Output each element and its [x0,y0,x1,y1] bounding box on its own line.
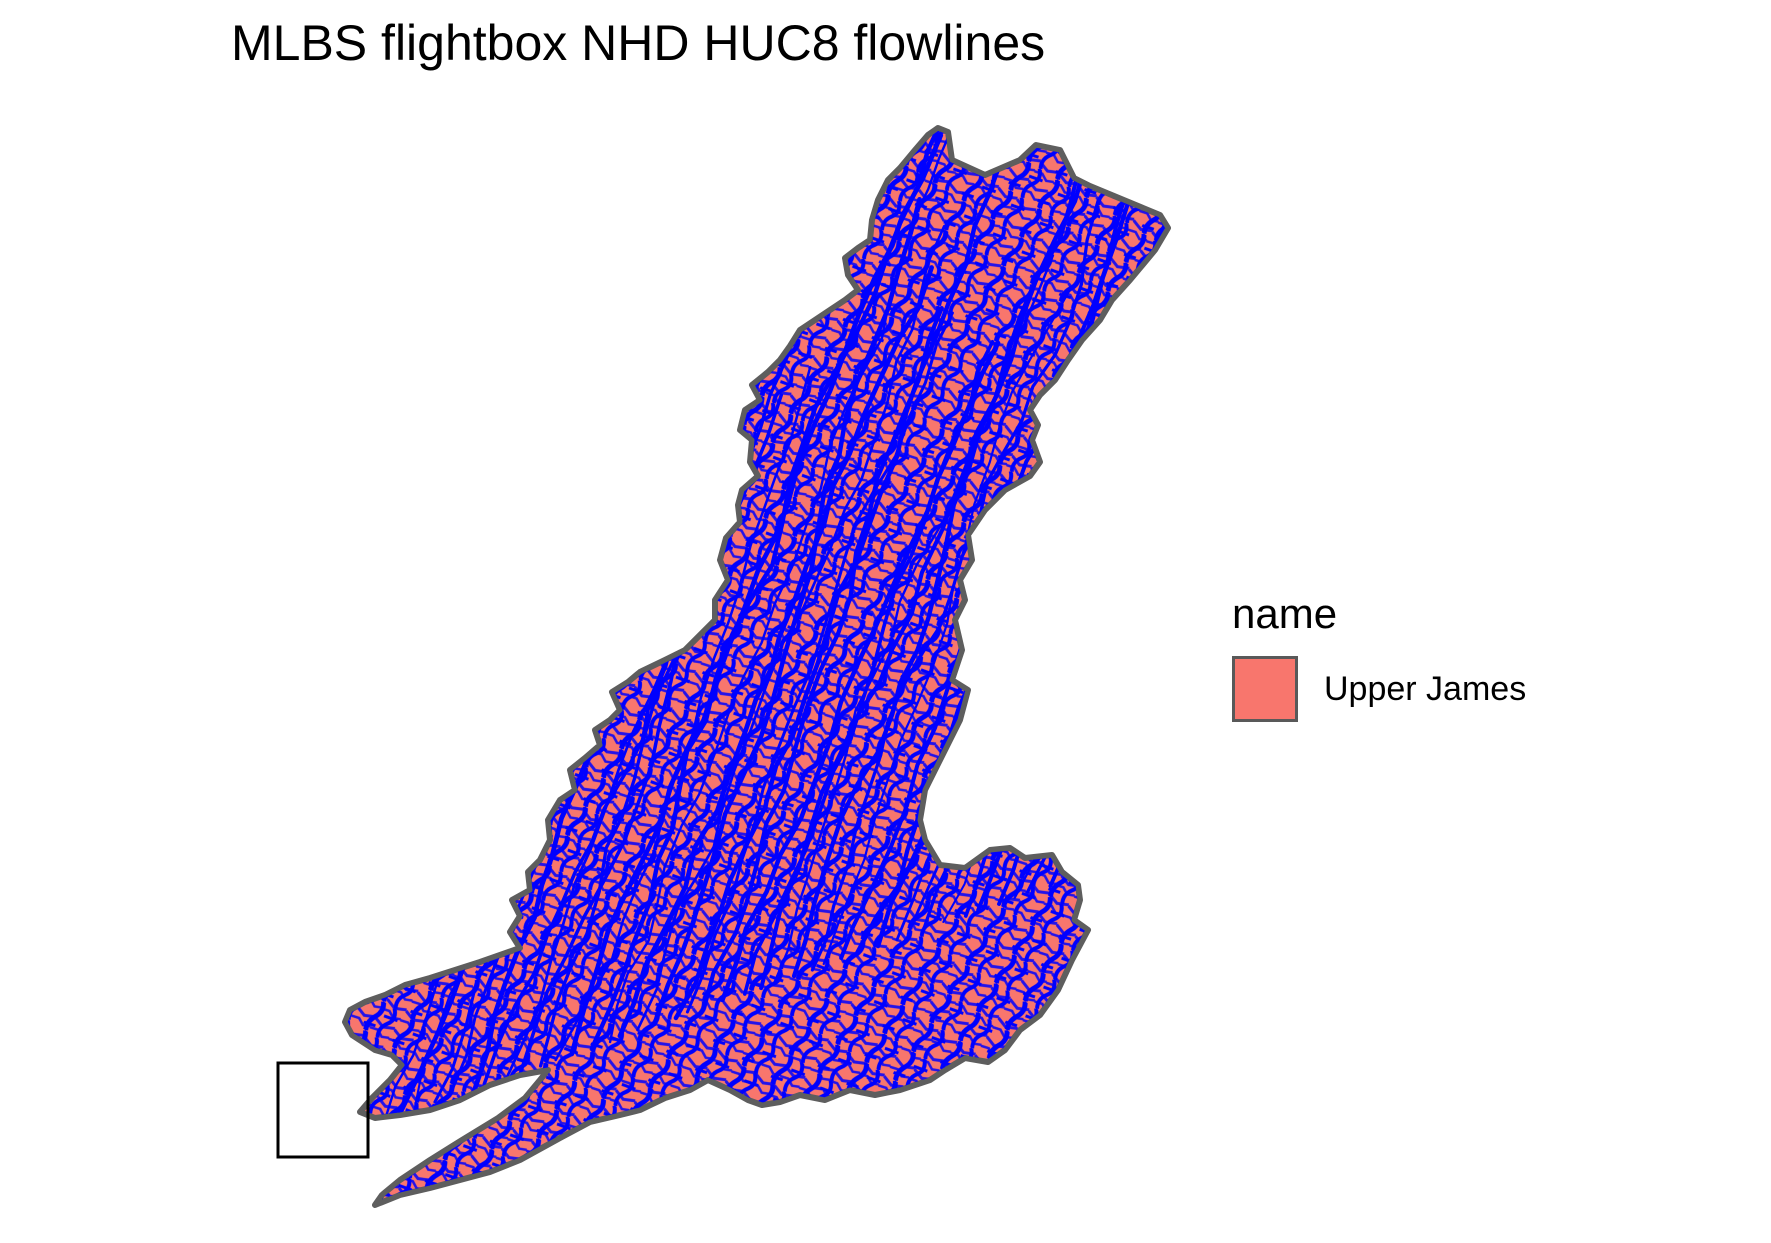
flowline-stem [1063,128,1168,882]
legend-label: Upper James [1324,669,1527,708]
flowline-stem [617,265,934,1039]
flowline-stem [773,254,1055,984]
legend-key-upper-james [1232,656,1298,722]
flowline-stem [1115,128,1168,864]
flowline-stem [1098,128,1168,871]
plot-title: MLBS flightbox NHD HUC8 flowlines [231,15,1046,71]
flowline-stem [791,128,1116,979]
flowline-stem [554,365,812,1062]
flowline-stem [720,340,1001,1003]
flowline-stem [589,128,944,1051]
flowline-stem [1127,128,1168,859]
flowline-stem [538,277,822,1068]
flowline-stem [743,340,995,996]
legend: name Upper James [1232,590,1526,722]
flowline-stem [822,289,1071,966]
flowline-stem [569,133,944,1057]
flowline-stem [702,306,944,1009]
mlbs-flightbox [276,1061,370,1159]
flowline-stem [636,224,946,1032]
legend-title: name [1232,590,1338,637]
flowline-stem [673,154,1005,1021]
legend-item: Upper James [1232,656,1526,722]
flowline-stem [1152,128,1168,853]
flowline-stem [652,196,922,1027]
flowline-stem [685,311,954,1014]
